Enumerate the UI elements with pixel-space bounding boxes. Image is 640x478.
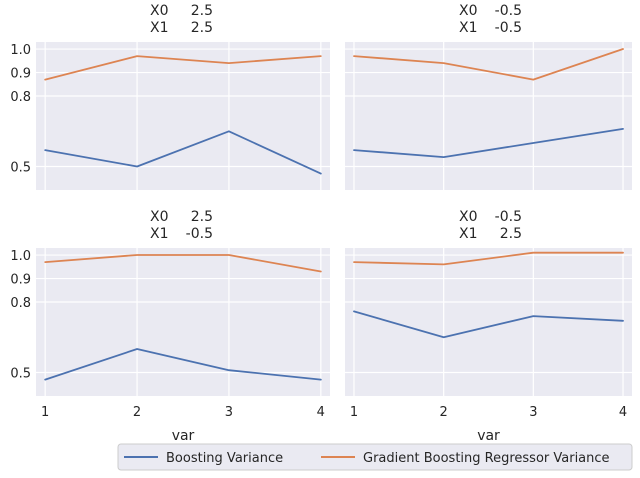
subplot-title-value: 2.5 (191, 3, 213, 19)
subplot-1: X0 2.5 X1 2.5 1.0 0.9 0.8 0.5 (10, 3, 330, 190)
legend-label: Boosting Variance (166, 451, 283, 466)
plot-background (36, 248, 330, 396)
subplot-title-value: 2.5 (191, 20, 213, 36)
series-line-gbr-variance (353, 48, 624, 81)
legend-frame (117, 443, 633, 471)
series-line-gbr-variance (44, 55, 322, 81)
subplot-title-label: X1 (459, 20, 478, 36)
subplot-title-value: -0.5 (495, 20, 522, 36)
y-tick-label: 0.8 (10, 296, 31, 311)
subplot-3: X0 2.5 X1 -0.5 1.0 0.9 0.8 0.5 1 2 3 4 var (10, 209, 330, 444)
y-tick-label: 1.0 (10, 43, 31, 58)
legend-label: Gradient Boosting Regressor Variance (363, 451, 610, 466)
y-tick-label: 0.9 (10, 67, 31, 82)
y-tick-label: 0.5 (10, 161, 31, 176)
x-tick-label: 1 (350, 405, 358, 420)
x-tick-label: 3 (529, 405, 537, 420)
x-tick-label: 4 (317, 405, 325, 420)
subplot-title-value: -0.5 (186, 226, 213, 242)
x-tick-label: 2 (440, 405, 448, 420)
subplot-title-value: -0.5 (495, 3, 522, 19)
plot-background (36, 42, 330, 190)
x-axis-label: var (477, 428, 500, 444)
subplot-title-label: X0 (150, 3, 169, 19)
x-tick-label: 4 (619, 405, 627, 420)
subplot-title-label: X0 (150, 209, 169, 225)
legend: Boosting Variance Gradient Boosting Regre… (117, 443, 633, 471)
subplot-title-value: 2.5 (191, 209, 213, 225)
series-line-boosting-variance (44, 348, 322, 381)
y-tick-label: 0.8 (10, 90, 31, 105)
series-line-boosting-variance (44, 130, 322, 175)
y-tick-label: 0.9 (10, 273, 31, 288)
subplot-title-label: X1 (150, 20, 169, 36)
series-line-gbr-variance (353, 251, 624, 266)
panels-layer: X0 2.5X1 2.51.00.90.80.5X0 -0.5X1 -0.5X0 2.5X… (10, 3, 632, 444)
y-tick-label: 1.0 (10, 249, 31, 264)
subplot-2: X0 -0.5 X1 -0.5 (345, 3, 632, 190)
subplot-title-label: X0 (459, 209, 478, 225)
subplot-title-label: X1 (459, 226, 478, 242)
series-line-boosting-variance (353, 127, 624, 159)
x-tick-label: 3 (225, 405, 233, 420)
subplot-title-label: X0 (459, 3, 478, 19)
subplot-title-label: X1 (150, 226, 169, 242)
x-tick-label: 2 (133, 405, 141, 420)
plot-background (345, 42, 632, 190)
subplot-title-value: -0.5 (495, 209, 522, 225)
x-tick-label: 1 (41, 405, 49, 420)
subplot-4: X0 -0.5 X1 2.5 1 2 3 4 var (345, 209, 632, 444)
subplot-title-value: 2.5 (500, 226, 522, 242)
x-axis-label: var (172, 428, 195, 444)
y-tick-label: 0.5 (10, 367, 31, 382)
series-line-gbr-variance (44, 254, 322, 273)
series-line-boosting-variance (353, 310, 624, 339)
